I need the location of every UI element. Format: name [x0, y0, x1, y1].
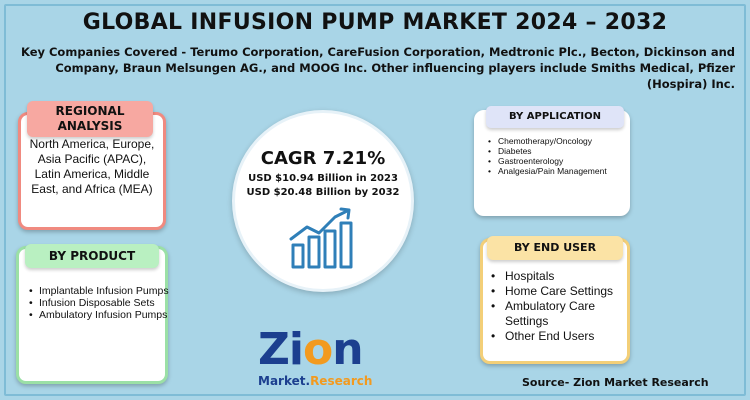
market-size-2032: USD $20.48 Billion by 2032 — [246, 187, 400, 198]
list-item: Hospitals — [491, 269, 629, 284]
list-item: Gastroenterology — [488, 156, 628, 166]
list-item: Chemotherapy/Oncology — [488, 136, 628, 146]
by-end-user-card: BY END USER Hospitals Home Care Settings… — [480, 236, 630, 364]
by-product-header: BY PRODUCT — [25, 244, 159, 268]
market-size-2023: USD $10.94 Billion in 2023 — [248, 173, 398, 184]
regional-analysis-body: North America, Europe, Asia Pacific (APA… — [29, 137, 155, 196]
by-end-user-header: BY END USER — [487, 236, 623, 260]
by-application-card: BY APPLICATION Chemotherapy/Oncology Dia… — [474, 106, 630, 216]
list-item: Ambulatory Infusion Pumps — [29, 309, 175, 321]
list-item: Home Care Settings — [491, 284, 629, 299]
list-item: Other End Users — [491, 329, 629, 344]
regional-analysis-card: REGIONAL ANALYSIS North America, Europe,… — [18, 101, 166, 230]
end-user-list: Hospitals Home Care Settings Ambulatory … — [491, 269, 629, 344]
zion-logo: Zion Market.Research — [252, 324, 402, 390]
cagr-circle: CAGR 7.21% USD $10.94 Billion in 2023 US… — [232, 110, 414, 292]
list-item: Analgesia/Pain Management — [488, 166, 628, 176]
regional-analysis-header: REGIONAL ANALYSIS — [27, 101, 153, 137]
list-item: Implantable Infusion Pumps — [29, 285, 175, 297]
page-frame — [4, 4, 746, 396]
logo-wordmark: Zion — [258, 324, 364, 375]
key-companies-text: Key Companies Covered - Terumo Corporati… — [20, 45, 735, 91]
list-item: Infusion Disposable Sets — [29, 297, 175, 309]
list-item: Ambulatory Care Settings — [491, 299, 629, 329]
by-application-header: BY APPLICATION — [486, 106, 624, 128]
by-product-card: BY PRODUCT Implantable Infusion Pumps In… — [16, 244, 169, 384]
page-title: GLOBAL INFUSION PUMP MARKET 2024 – 2032 — [82, 10, 668, 35]
logo-subtitle: Market.Research — [258, 374, 373, 388]
source-credit: Source- Zion Market Research — [522, 376, 709, 389]
list-item: Diabetes — [488, 146, 628, 156]
growth-chart-icon — [289, 207, 353, 269]
cagr-value: CAGR 7.21% — [260, 148, 386, 169]
application-list: Chemotherapy/Oncology Diabetes Gastroent… — [488, 136, 628, 176]
product-list: Implantable Infusion Pumps Infusion Disp… — [29, 285, 175, 321]
